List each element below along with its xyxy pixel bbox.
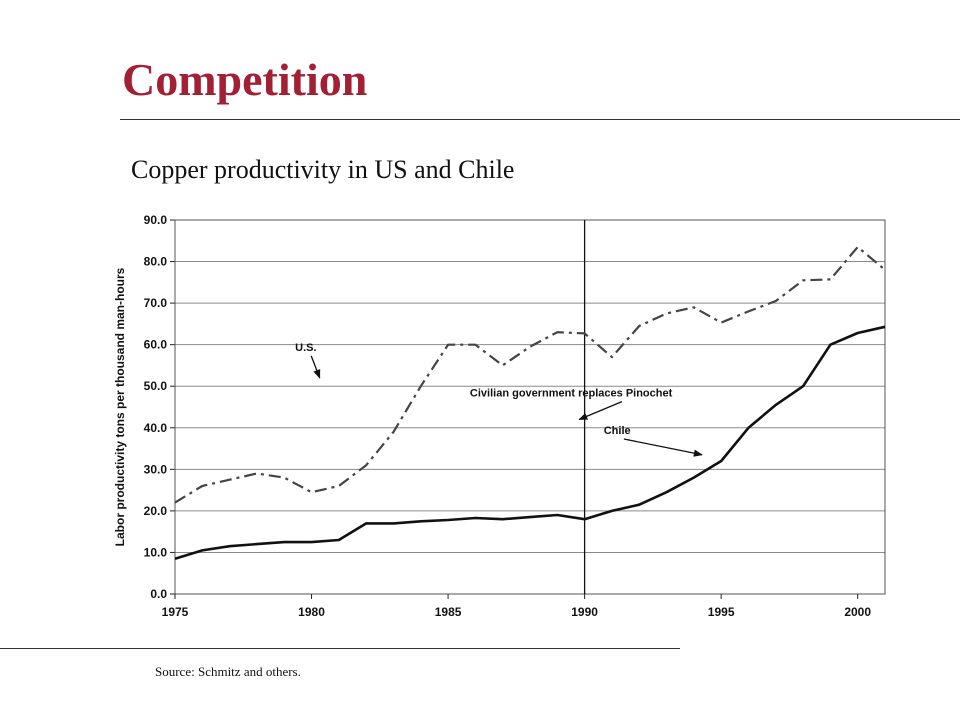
x-tick-label: 1995 — [708, 605, 735, 619]
annotation-arrow — [310, 355, 321, 379]
y-tick-label: 40.0 — [144, 421, 168, 435]
source-note: Source: Schmitz and others. — [155, 664, 301, 679]
series-lines — [174, 220, 886, 594]
y-tick-label: 20.0 — [144, 504, 168, 518]
x-tick-label: 1985 — [435, 605, 462, 619]
annotation-label: Civilian government replaces Pinochet — [470, 388, 673, 400]
chile-series-line — [174, 325, 886, 560]
x-tick-label: 1980 — [298, 605, 325, 619]
annotation-label: Chile — [604, 425, 631, 437]
y-tick-label: 80.0 — [144, 255, 168, 269]
annotation-arrow — [578, 401, 623, 421]
y-axis-title: Labor productivity tons per thousand man… — [113, 267, 127, 546]
annotation-arrow — [623, 438, 703, 457]
slide-subtitle: Copper productivity in US and Chile — [131, 155, 515, 184]
y-tick-label: 10.0 — [144, 545, 168, 559]
grid-lines — [175, 219, 885, 595]
annotation-label: U.S. — [295, 342, 316, 354]
y-tick-label: 50.0 — [144, 379, 168, 393]
axes: 0.0 10.0 20.0 30.0 40.0 50.0 60.0 70.0 80.0 90.0 1… — [113, 213, 886, 619]
x-tick-label: 1975 — [162, 605, 189, 619]
x-tick-label: 1990 — [571, 605, 598, 619]
x-tick-label: 2000 — [844, 605, 871, 619]
y-tick-label: 30.0 — [144, 462, 168, 476]
y-tick-label: 90.0 — [144, 213, 168, 227]
annotations: U.S. Civilian government replaces Pinoche… — [295, 342, 703, 457]
footer-divider — [0, 648, 680, 649]
productivity-line-chart: 0.0 10.0 20.0 30.0 40.0 50.0 60.0 70.0 80.0 90.0 1… — [113, 213, 886, 619]
y-tick-label: 0.0 — [150, 587, 167, 601]
us-series-line — [174, 245, 886, 504]
title-divider — [120, 119, 960, 120]
plot-frame — [174, 219, 886, 595]
y-tick-label: 70.0 — [144, 296, 168, 310]
slide-title: Competition — [122, 54, 368, 105]
y-tick-label: 60.0 — [144, 338, 168, 352]
